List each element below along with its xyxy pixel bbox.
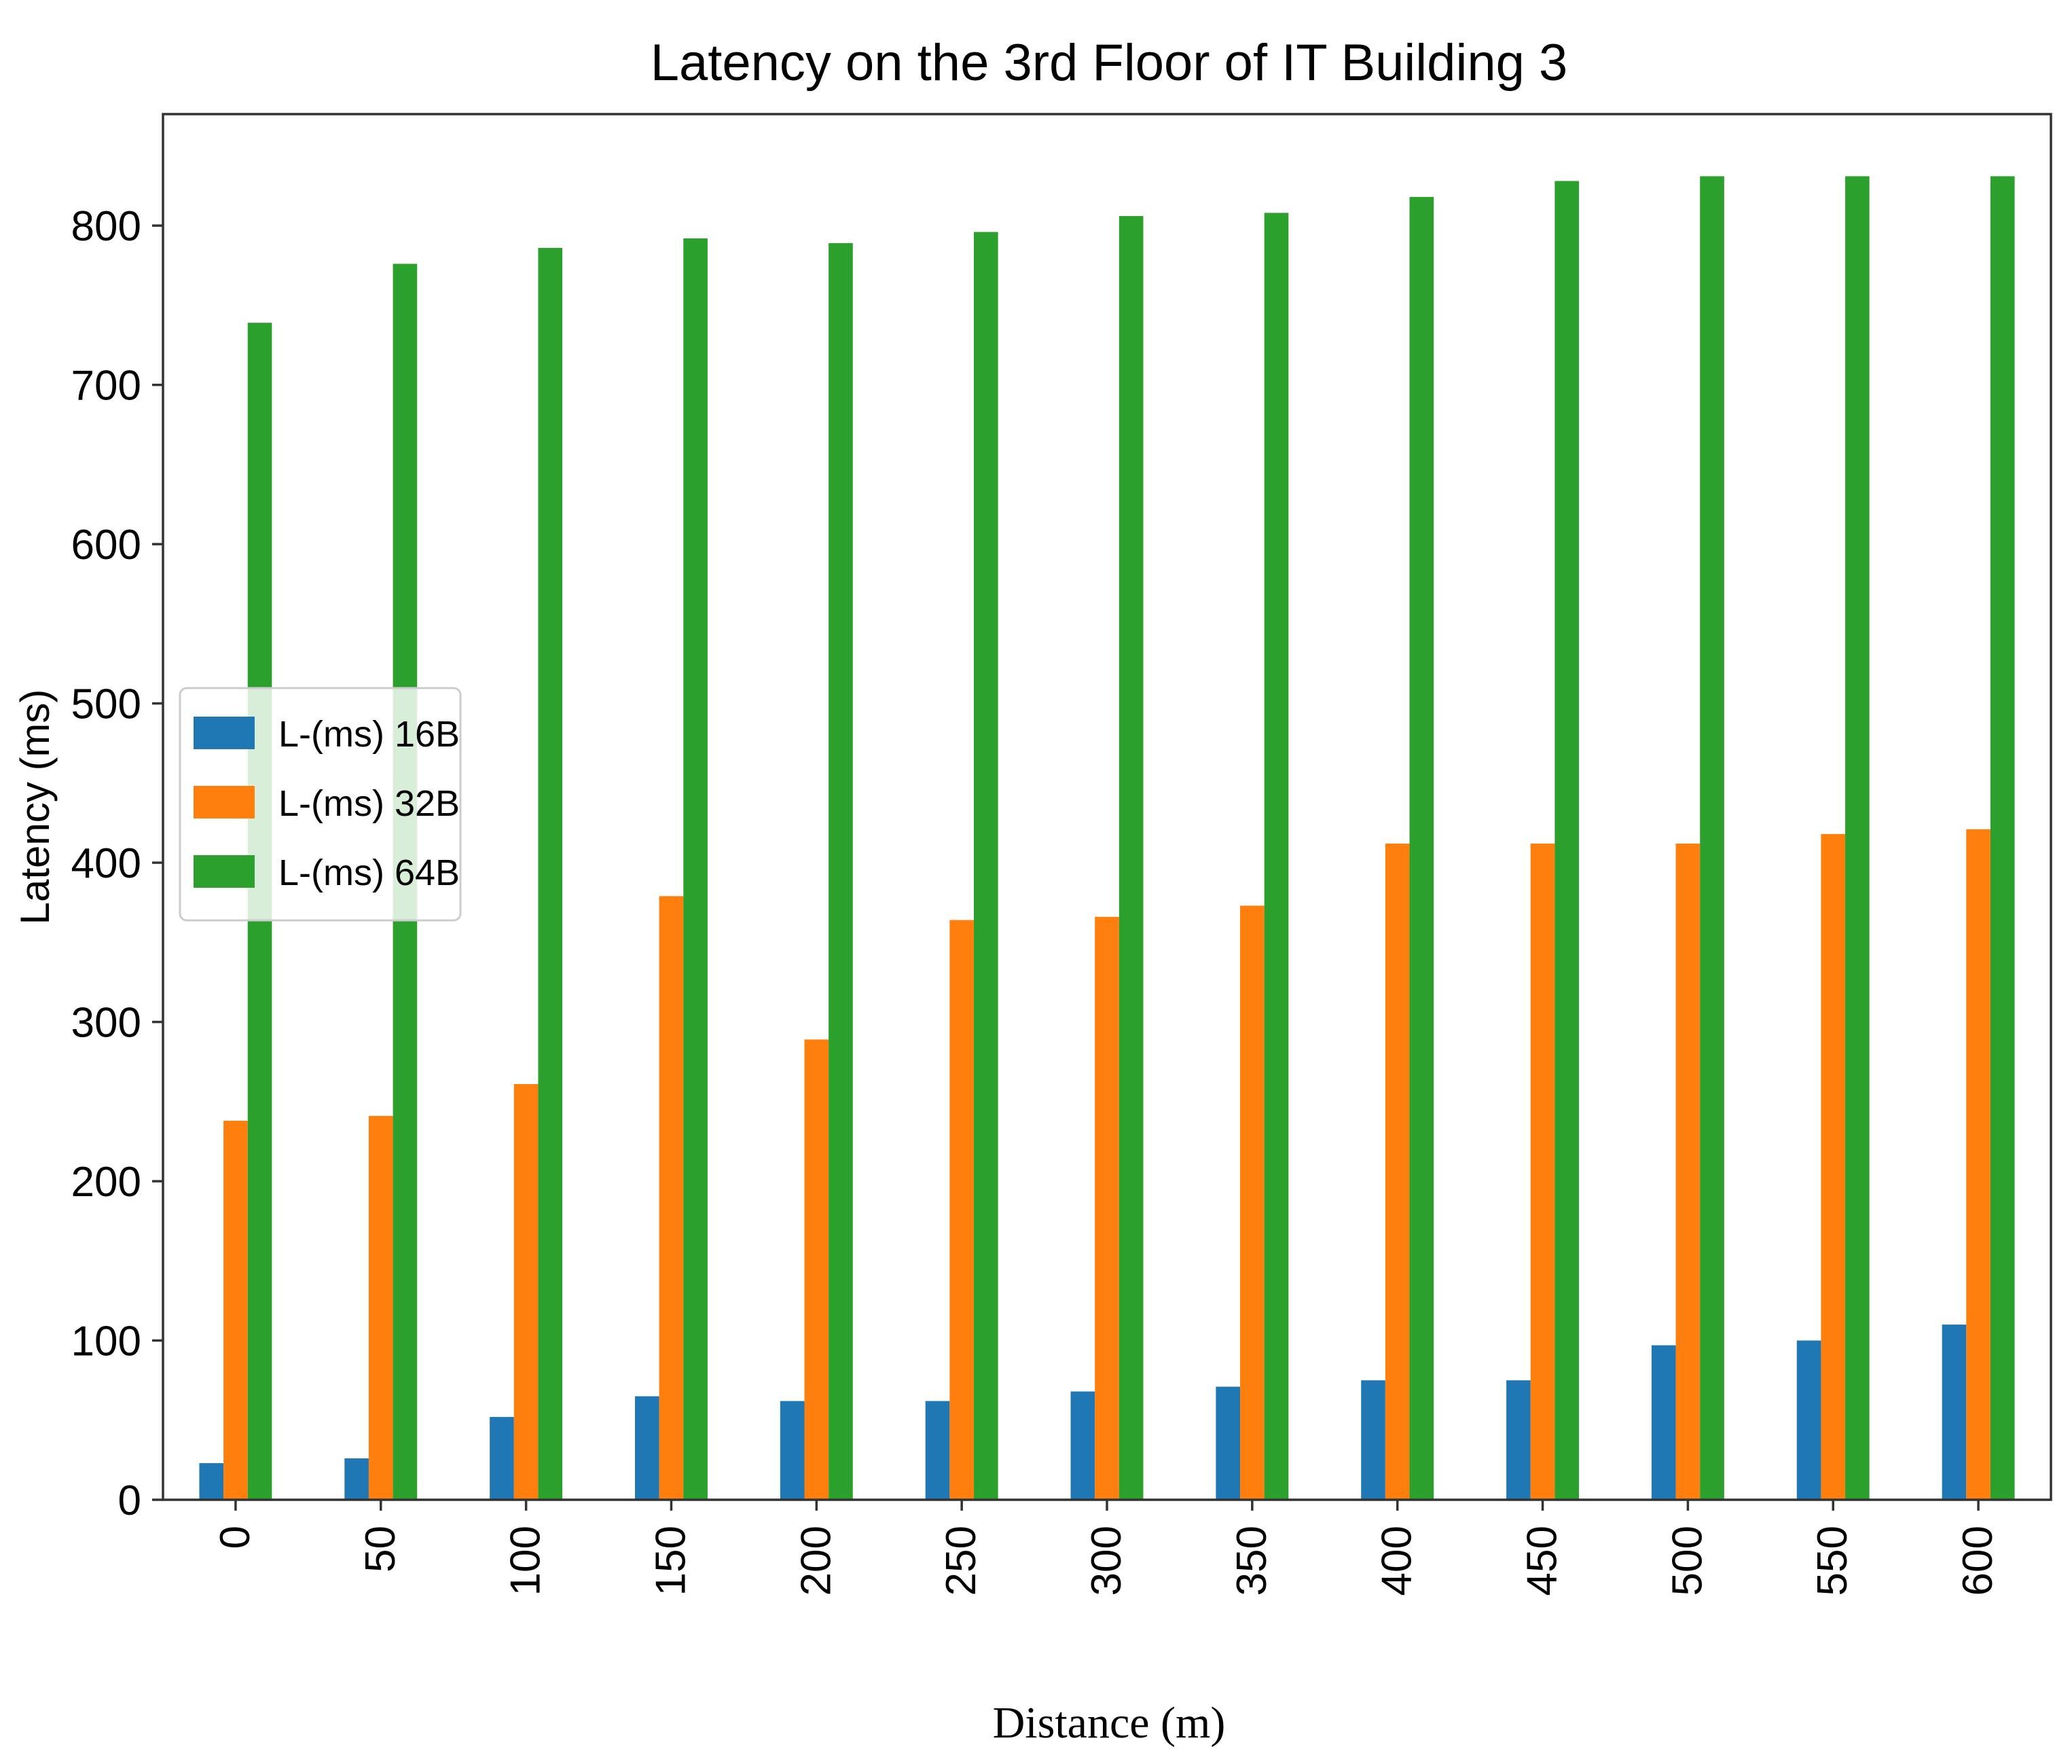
bar-l-ms-64b-500 xyxy=(1700,176,1724,1500)
bar-l-ms-32b-200 xyxy=(804,1039,829,1500)
y-tick-label-100: 100 xyxy=(71,1318,141,1365)
x-tick-label-350: 350 xyxy=(1229,1526,1275,1596)
bar-l-ms-64b-450 xyxy=(1555,181,1579,1500)
y-tick-label-200: 200 xyxy=(71,1159,141,1206)
bar-l-ms-16b-450 xyxy=(1506,1380,1531,1500)
x-tick-label-0: 0 xyxy=(212,1526,259,1549)
bar-l-ms-16b-400 xyxy=(1361,1380,1385,1500)
y-tick-label-500: 500 xyxy=(71,681,141,728)
bar-l-ms-32b-250 xyxy=(949,920,974,1500)
bar-l-ms-64b-100 xyxy=(538,247,563,1500)
x-tick-label-600: 600 xyxy=(1955,1526,2001,1596)
legend-label-16b: L-(ms) 16B xyxy=(278,714,460,755)
bar-l-ms-16b-100 xyxy=(490,1417,514,1500)
bar-l-ms-16b-350 xyxy=(1216,1386,1241,1500)
x-axis-label: Distance (m) xyxy=(993,1698,1226,1748)
x-tick-label-450: 450 xyxy=(1519,1526,1566,1596)
bar-l-ms-16b-250 xyxy=(925,1401,950,1500)
bar-l-ms-64b-250 xyxy=(973,232,998,1500)
bar-l-ms-64b-550 xyxy=(1845,176,1870,1500)
legend-swatch-32b xyxy=(194,786,255,818)
x-tick-label-500: 500 xyxy=(1664,1526,1711,1596)
y-tick-label-400: 400 xyxy=(71,840,141,887)
bar-l-ms-16b-50 xyxy=(344,1458,369,1500)
chart-title: Latency on the 3rd Floor of IT Building … xyxy=(651,34,1568,92)
bar-l-ms-32b-100 xyxy=(513,1084,539,1500)
bar-l-ms-64b-600 xyxy=(1990,176,2015,1500)
bar-l-ms-64b-350 xyxy=(1264,213,1289,1500)
bar-l-ms-64b-200 xyxy=(829,242,853,1500)
legend-swatch-16b xyxy=(194,717,255,749)
legend: L-(ms) 16B L-(ms) 32B L-(ms) 64B xyxy=(179,687,462,922)
y-tick-label-300: 300 xyxy=(71,1000,141,1047)
bar-l-ms-32b-500 xyxy=(1675,843,1701,1500)
x-tick-label-550: 550 xyxy=(1809,1526,1856,1596)
bar-l-ms-32b-300 xyxy=(1095,916,1119,1500)
bar-l-ms-16b-200 xyxy=(780,1401,805,1500)
x-tick-label-200: 200 xyxy=(793,1526,839,1596)
bar-l-ms-16b-300 xyxy=(1070,1391,1095,1500)
bar-l-ms-16b-0 xyxy=(199,1463,224,1500)
x-tick-label-100: 100 xyxy=(503,1526,549,1596)
bar-l-ms-32b-350 xyxy=(1240,905,1265,1500)
bar-l-ms-64b-150 xyxy=(683,238,708,1500)
y-tick-label-800: 800 xyxy=(71,203,141,250)
bar-l-ms-16b-550 xyxy=(1796,1340,1821,1500)
y-axis-label: Latency (ms) xyxy=(12,689,58,925)
bar-l-ms-32b-0 xyxy=(223,1120,248,1500)
bar-l-ms-16b-500 xyxy=(1651,1345,1676,1500)
x-tick-label-400: 400 xyxy=(1374,1526,1421,1596)
bar-l-ms-64b-300 xyxy=(1119,216,1144,1500)
bar-l-ms-32b-150 xyxy=(659,896,684,1500)
bar-l-ms-32b-600 xyxy=(1966,829,1991,1500)
bar-l-ms-16b-600 xyxy=(1942,1325,1967,1500)
x-tick-label-50: 50 xyxy=(357,1526,404,1572)
bars xyxy=(199,176,2015,1500)
bar-l-ms-16b-150 xyxy=(635,1396,659,1500)
y-tick-label-0: 0 xyxy=(118,1477,141,1524)
legend-label-32b: L-(ms) 32B xyxy=(278,783,460,824)
bar-l-ms-32b-400 xyxy=(1385,843,1410,1500)
x-tick-label-300: 300 xyxy=(1083,1526,1130,1596)
x-axis-ticks: 0 50 100 150 200 250 300 350 400 450 500 550 600 xyxy=(212,1500,2001,1596)
bar-l-ms-32b-450 xyxy=(1530,843,1555,1500)
legend-swatch-64b xyxy=(194,855,255,888)
y-tick-label-700: 700 xyxy=(71,363,141,410)
legend-label-64b: L-(ms) 64B xyxy=(278,852,460,893)
y-tick-label-600: 600 xyxy=(71,522,141,569)
y-axis-ticks: 0 100 200 300 400 500 600 700 800 xyxy=(71,203,163,1524)
bar-l-ms-32b-550 xyxy=(1821,833,1846,1500)
plot-frame xyxy=(162,113,2052,1501)
bar-l-ms-64b-400 xyxy=(1409,196,1434,1500)
x-tick-label-150: 150 xyxy=(647,1526,694,1596)
bar-l-ms-32b-50 xyxy=(368,1115,393,1500)
x-tick-label-250: 250 xyxy=(938,1526,985,1596)
